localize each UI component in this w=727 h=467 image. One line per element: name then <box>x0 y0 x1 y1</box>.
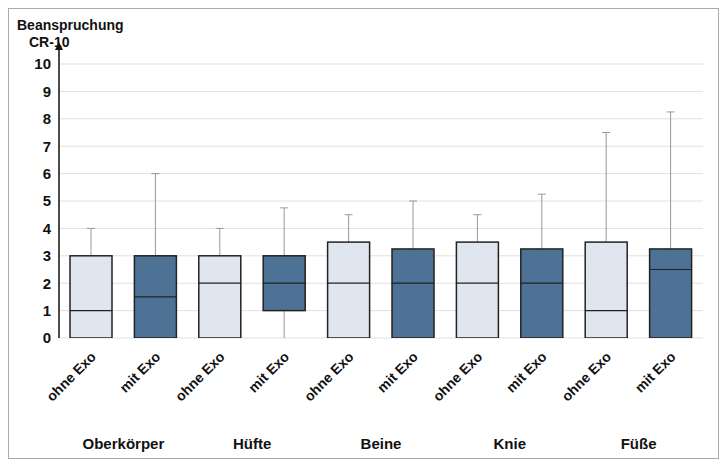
svg-text:5: 5 <box>43 192 51 209</box>
svg-text:10: 10 <box>34 55 51 72</box>
svg-text:mit Exo: mit Exo <box>245 348 292 395</box>
svg-text:7: 7 <box>43 138 51 155</box>
svg-text:mit Exo: mit Exo <box>503 348 550 395</box>
svg-text:1: 1 <box>43 302 51 319</box>
html-text:Beine: Beine <box>360 435 402 452</box>
svg-text:2: 2 <box>43 275 51 292</box>
svg-text:9: 9 <box>43 83 51 100</box>
svg-text:ohne Exo: ohne Exo <box>301 348 357 404</box>
svg-text:8: 8 <box>43 110 51 127</box>
html-text:Hüfte: Hüfte <box>233 435 272 452</box>
svg-text:3: 3 <box>43 247 51 264</box>
html-text:Beanspruchung: Beanspruchung <box>17 17 124 33</box>
svg-text:mit Exo: mit Exo <box>632 348 679 395</box>
html-text:Oberkörper: Oberkörper <box>82 435 165 452</box>
svg-text:0: 0 <box>43 329 51 346</box>
svg-text:mit Exo: mit Exo <box>116 348 163 395</box>
svg-text:4: 4 <box>43 220 52 237</box>
html-text:CR-10: CR-10 <box>29 34 70 50</box>
svg-text:mit Exo: mit Exo <box>374 348 421 395</box>
svg-text:6: 6 <box>43 165 51 182</box>
svg-text:ohne Exo: ohne Exo <box>172 348 228 404</box>
svg-text:ohne Exo: ohne Exo <box>430 348 486 404</box>
svg-text:ohne Exo: ohne Exo <box>558 348 614 404</box>
svg-text:ohne Exo: ohne Exo <box>43 348 99 404</box>
html-text:Knie: Knie <box>493 435 526 452</box>
html-text:Füße: Füße <box>620 435 657 452</box>
